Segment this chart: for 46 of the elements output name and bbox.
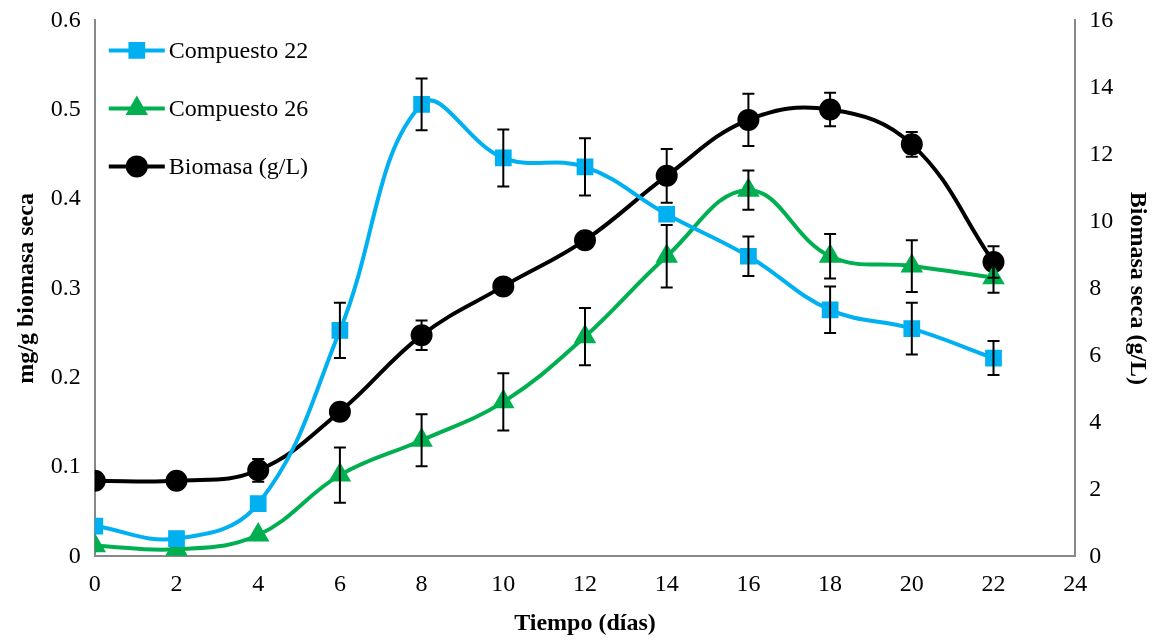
point [819, 98, 842, 121]
y2-tick-label: 16 [1089, 5, 1114, 32]
y2-axis-title: Biomasa seca (g/L) [1126, 191, 1153, 386]
x-axis-title: Tiempo (días) [514, 608, 656, 635]
y-tick-label: 0.3 [50, 273, 81, 300]
point [410, 324, 433, 347]
x-tick-label: 2 [170, 570, 183, 597]
x-tick-label: 8 [415, 570, 428, 597]
x-tick-label: 18 [818, 570, 843, 597]
x-tick-label: 12 [573, 570, 597, 597]
y-axis-title: mg/g biomasa seca [11, 193, 38, 384]
y2-tick-label: 2 [1089, 474, 1102, 501]
x-tick-label: 20 [899, 570, 924, 597]
point [492, 275, 515, 298]
x-tick-label: 0 [88, 570, 101, 597]
y2-tick-label: 8 [1089, 273, 1102, 300]
legend-label: Compuesto 26 [168, 94, 309, 121]
y2-tick-label: 0 [1089, 541, 1102, 568]
y2-tick-label: 6 [1089, 340, 1102, 367]
x-tick-label: 22 [981, 570, 1006, 597]
y2-tick-label: 14 [1089, 72, 1114, 99]
y2-tick-label: 10 [1089, 206, 1114, 233]
y-tick-label: 0.6 [50, 5, 81, 32]
x-tick-label: 16 [736, 570, 761, 597]
y-tick-label: 0.2 [50, 363, 81, 390]
x-tick-label: 24 [1063, 570, 1088, 597]
point [328, 400, 351, 423]
x-tick-label: 6 [333, 570, 346, 597]
y2-tick-label: 12 [1089, 139, 1114, 166]
x-tick-label: 14 [654, 570, 679, 597]
y-tick-label: 0.4 [50, 184, 81, 211]
point [658, 205, 676, 223]
x-tick-label: 10 [491, 570, 516, 597]
point [655, 164, 678, 187]
legend-label: Compuesto 22 [168, 36, 309, 63]
x-tick-label: 4 [252, 570, 265, 597]
y2-tick-label: 4 [1089, 407, 1102, 434]
point [574, 229, 596, 252]
y-tick-label: 0 [68, 541, 81, 568]
point [165, 469, 188, 492]
point [737, 108, 760, 131]
y-tick-label: 0.5 [50, 95, 81, 122]
y-tick-label: 0.1 [50, 452, 81, 479]
point [900, 133, 923, 156]
legend-label: Biomasa (g/L) [168, 152, 309, 179]
point [248, 523, 268, 542]
